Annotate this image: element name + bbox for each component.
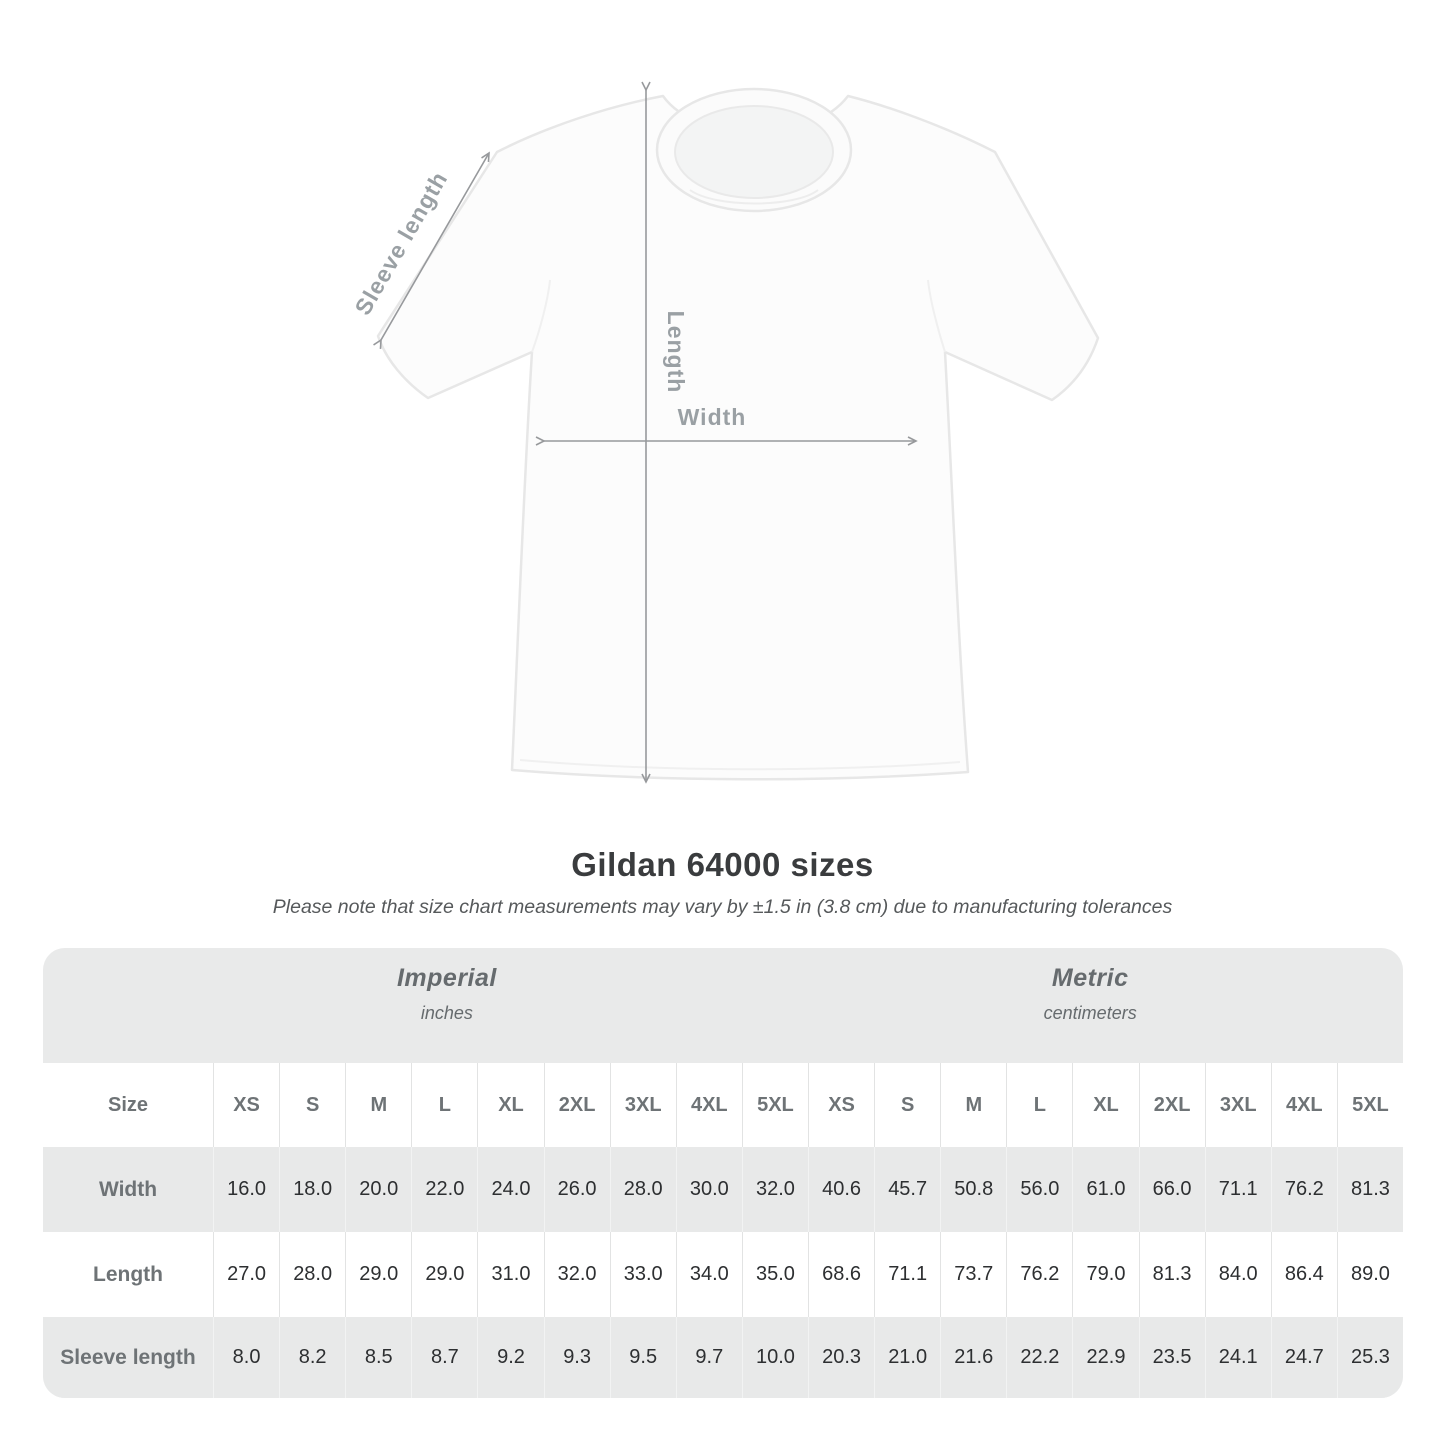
value-cell: 73.7 (940, 1232, 1006, 1317)
table-row-sleeve-length: Sleeve length 8.0 8.2 8.5 8.7 9.2 9.3 9.5 9.7 10.… (43, 1317, 1403, 1398)
value-cell: 8.5 (345, 1317, 411, 1398)
value-cell: 24.0 (477, 1147, 543, 1232)
col-header-metric-m: M (940, 1063, 1006, 1147)
value-cell: 10.0 (741, 1317, 808, 1398)
value-cell: 68.6 (808, 1232, 874, 1317)
value-cell: 8.0 (213, 1317, 279, 1398)
col-header-metric-5xl: 5XL (1336, 1063, 1403, 1147)
value-cell: 8.7 (411, 1317, 477, 1398)
value-cell: 30.0 (675, 1147, 742, 1232)
value-cell: 21.6 (940, 1317, 1006, 1398)
row-label: Sleeve length (60, 1345, 196, 1369)
value-cell: 79.0 (1072, 1232, 1138, 1317)
size-header: Size (107, 1093, 149, 1116)
col-header-metric-3xl: 3XL (1204, 1063, 1271, 1147)
metric-label: Metric (1051, 964, 1129, 992)
value-cell: 28.0 (279, 1232, 345, 1317)
sleeve-arrow (373, 151, 490, 349)
value-cell: 71.1 (874, 1232, 940, 1317)
tolerance-note: Please note that size chart measurements… (272, 896, 1173, 918)
col-header-imperial-xl: XL (477, 1063, 543, 1147)
value-cell: 9.5 (609, 1317, 676, 1398)
value-cell: 24.1 (1204, 1317, 1271, 1398)
size-header-row: Size XS S M L XL 2XL 3XL 4XL 5XL XS S M L XL 2XL 3XL 4XL 5… (43, 1063, 1403, 1147)
value-cell: 32.0 (543, 1232, 610, 1317)
value-cell: 22.0 (411, 1147, 477, 1232)
imperial-label: Imperial (396, 964, 497, 992)
tshirt-illustration (376, 87, 1100, 781)
value-cell: 84.0 (1204, 1232, 1271, 1317)
value-cell: 29.0 (345, 1232, 411, 1317)
col-header-metric-xs: XS (808, 1063, 874, 1147)
table-row-width: Width 16.0 18.0 20.0 22.0 24.0 26.0 28.0 30.0 32.… (43, 1147, 1403, 1232)
imperial-unit: inches (420, 1003, 473, 1023)
value-cell: 86.4 (1270, 1232, 1337, 1317)
value-cell: 34.0 (675, 1232, 742, 1317)
value-cell: 81.3 (1336, 1147, 1403, 1232)
value-cell: 24.7 (1270, 1317, 1337, 1398)
value-cell: 20.0 (345, 1147, 411, 1232)
value-cell: 9.2 (477, 1317, 543, 1398)
value-cell: 20.3 (808, 1317, 874, 1398)
value-cell: 71.1 (1204, 1147, 1271, 1232)
col-header-metric-l: L (1006, 1063, 1072, 1147)
value-cell: 21.0 (874, 1317, 940, 1398)
value-cell: 32.0 (741, 1147, 808, 1232)
col-header-imperial-2xl: 2XL (543, 1063, 610, 1147)
value-cell: 40.6 (808, 1147, 874, 1232)
value-cell: 61.0 (1072, 1147, 1138, 1232)
col-header-metric-2xl: 2XL (1138, 1063, 1205, 1147)
col-header-imperial-l: L (411, 1063, 477, 1147)
value-cell: 22.2 (1006, 1317, 1072, 1398)
value-cell: 81.3 (1138, 1232, 1205, 1317)
value-cell: 35.0 (741, 1232, 808, 1317)
value-cell: 9.3 (543, 1317, 610, 1398)
row-label: Length (93, 1262, 163, 1286)
value-cell: 31.0 (477, 1232, 543, 1317)
col-header-imperial-m: M (345, 1063, 411, 1147)
unit-group-band: Imperial inches Metric centimeters (43, 948, 1403, 1063)
col-header-imperial-4xl: 4XL (675, 1063, 742, 1147)
col-header-imperial-xs: XS (213, 1063, 279, 1147)
metric-unit: centimeters (1043, 1003, 1137, 1023)
value-cell: 25.3 (1336, 1317, 1403, 1398)
value-cell: 28.0 (609, 1147, 676, 1232)
value-cell: 89.0 (1336, 1232, 1403, 1317)
group-header-imperial: Imperial inches (397, 964, 497, 1024)
col-header-imperial-s: S (279, 1063, 345, 1147)
length-label: Length (663, 311, 689, 394)
value-cell: 56.0 (1006, 1147, 1072, 1232)
value-cell: 8.2 (279, 1317, 345, 1398)
value-cell: 76.2 (1270, 1147, 1337, 1232)
value-cell: 33.0 (609, 1232, 676, 1317)
value-cell: 16.0 (213, 1147, 279, 1232)
group-header-metric: Metric centimeters (1044, 964, 1137, 1024)
col-header-metric-4xl: 4XL (1270, 1063, 1337, 1147)
value-cell: 45.7 (874, 1147, 940, 1232)
size-table-rows: Size XS S M L XL 2XL 3XL 4XL 5XL XS S M L XL 2XL 3XL 4XL 5… (43, 1063, 1403, 1398)
col-header-imperial-3xl: 3XL (609, 1063, 676, 1147)
value-cell: 50.8 (940, 1147, 1006, 1232)
col-header-metric-s: S (874, 1063, 940, 1147)
measurement-arrows (373, 81, 918, 784)
col-header-imperial-5xl: 5XL (741, 1063, 808, 1147)
value-cell: 76.2 (1006, 1232, 1072, 1317)
value-cell: 27.0 (213, 1232, 279, 1317)
page-title: Gildan 64000 sizes (571, 846, 874, 883)
table-row-length: Length 27.0 28.0 29.0 29.0 31.0 32.0 33.0 34.0 35… (43, 1232, 1403, 1317)
value-cell: 9.7 (675, 1317, 742, 1398)
value-cell: 23.5 (1138, 1317, 1205, 1398)
row-label: Width (98, 1177, 158, 1201)
value-cell: 29.0 (411, 1232, 477, 1317)
width-label: Width (678, 404, 747, 430)
value-cell: 18.0 (279, 1147, 345, 1232)
tshirt-measurement-diagram: Width Length Sleeve length (349, 81, 1100, 784)
value-cell: 26.0 (543, 1147, 610, 1232)
size-table: Imperial inches Metric centimeters Size X… (43, 948, 1403, 1398)
col-header-metric-xl: XL (1072, 1063, 1138, 1147)
value-cell: 22.9 (1072, 1317, 1138, 1398)
value-cell: 66.0 (1138, 1147, 1205, 1232)
